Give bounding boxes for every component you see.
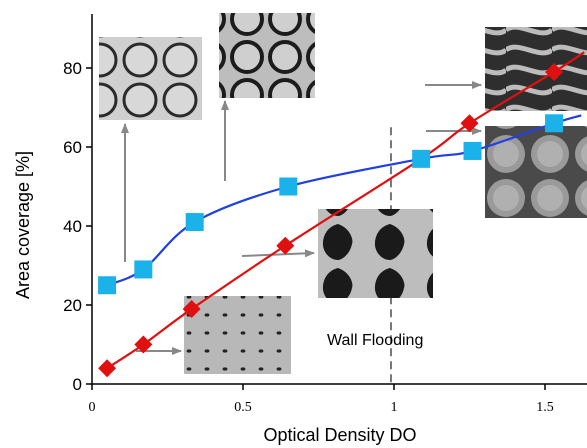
- series-1-point: [182, 299, 201, 318]
- inset-image-spheres: [485, 126, 587, 218]
- x-axis-title: Optical Density DO: [263, 425, 416, 445]
- y-tick-label: 40: [63, 217, 82, 236]
- inset-image-waves: [485, 27, 587, 111]
- x-axis-ticks: 0 0.5 1 1.5: [89, 384, 554, 415]
- series-2-point: [279, 177, 298, 196]
- arrow-to-dark-cells-inset: [241, 249, 315, 258]
- series-1-point: [545, 62, 564, 81]
- y-tick-label: 60: [63, 138, 82, 157]
- series-layer: [98, 51, 585, 378]
- series-2-point: [185, 213, 204, 232]
- inset-image-holes: [184, 296, 291, 374]
- y-tick-label: 0: [73, 375, 82, 394]
- x-tick-label: 0.5: [234, 400, 252, 415]
- series-2-point: [463, 141, 482, 160]
- wall-flooding-label: Wall Flooding: [327, 332, 423, 349]
- series-1-line: [106, 51, 585, 370]
- series-1-point: [98, 359, 117, 378]
- inset-image-rings: [219, 13, 315, 98]
- inset-image-dark-cells: [318, 209, 433, 298]
- series-1-point: [134, 335, 153, 354]
- y-tick-label: 20: [63, 296, 82, 315]
- inset-image-rings-small: [99, 37, 202, 120]
- x-tick-label: 0: [89, 400, 96, 415]
- series-1-point: [460, 114, 479, 133]
- series-1-point: [276, 236, 295, 255]
- x-tick-label: 1.5: [536, 400, 554, 415]
- series-2-point: [98, 276, 117, 295]
- x-tick-label: 1: [391, 400, 398, 415]
- y-axis-ticks: 0 20 40 60 80: [63, 59, 92, 394]
- series-2-point: [134, 260, 153, 279]
- series-2-line: [106, 114, 582, 287]
- y-tick-label: 80: [63, 59, 82, 78]
- series-2-point: [545, 114, 564, 133]
- series-2-point: [412, 149, 431, 168]
- y-axis-title: Area coverage [%]: [13, 151, 33, 299]
